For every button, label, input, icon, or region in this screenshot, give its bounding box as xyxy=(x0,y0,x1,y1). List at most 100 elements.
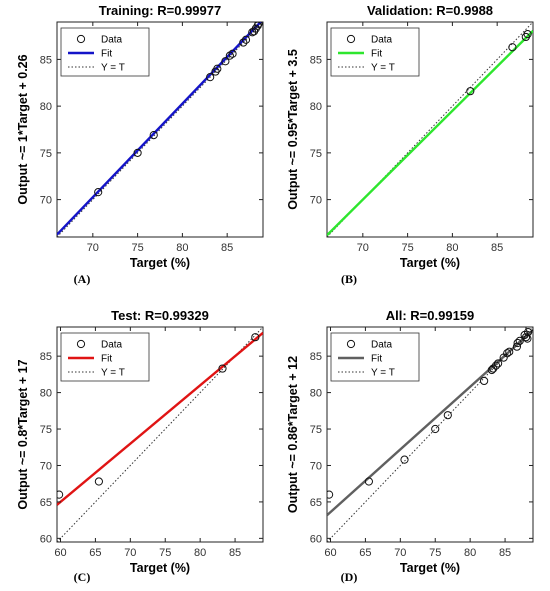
y-tick-label: 80 xyxy=(310,388,322,400)
x-tick-label: 65 xyxy=(359,547,371,559)
x-tick-label: 80 xyxy=(194,547,206,559)
panel-caption: (D) xyxy=(341,570,358,584)
data-point xyxy=(218,364,227,373)
x-tick-label: 75 xyxy=(159,547,171,559)
data-point xyxy=(513,338,522,348)
legend: Data Fit Y = T xyxy=(330,332,420,382)
data-point xyxy=(221,57,230,66)
data-point xyxy=(487,365,496,375)
data-point xyxy=(491,361,501,370)
legend-label: Data xyxy=(101,340,123,351)
y-tick-label: 80 xyxy=(40,388,52,400)
x-tick-label: 60 xyxy=(54,547,66,559)
fit-line xyxy=(327,30,533,236)
chart-title: All: R=0.99159 xyxy=(386,308,475,323)
data-point xyxy=(431,424,440,434)
fit-line xyxy=(57,331,263,506)
y-tick-label: 85 xyxy=(40,54,52,66)
x-tick-label: 85 xyxy=(229,547,241,559)
data-point xyxy=(241,35,251,44)
y-tick-label: 60 xyxy=(310,533,322,545)
data-point xyxy=(254,22,263,28)
chart-title: Validation: R=0.9988 xyxy=(367,3,493,18)
fit-line xyxy=(57,22,263,236)
x-tick-label: 85 xyxy=(491,242,503,254)
data-point xyxy=(523,334,532,343)
x-tick-label: 85 xyxy=(499,547,511,559)
x-tick-label: 75 xyxy=(401,242,413,254)
y-axis-label: Output ~= 0.8*Target + 17 xyxy=(16,359,30,509)
legend-label: Fit xyxy=(371,354,382,365)
panel-caption: (A) xyxy=(74,272,91,286)
y-tick-label: 65 xyxy=(310,497,322,509)
x-tick-label: 70 xyxy=(357,242,369,254)
data-point xyxy=(466,87,475,96)
data-point xyxy=(524,328,533,337)
data-point xyxy=(206,73,215,82)
data-point xyxy=(400,455,409,464)
y-tick-label: 85 xyxy=(310,351,322,363)
data-point xyxy=(523,30,532,39)
data-point xyxy=(327,490,334,499)
x-tick-label: 80 xyxy=(446,242,458,254)
x-axis-label: Target (%) xyxy=(400,256,460,270)
data-point xyxy=(149,131,158,140)
y-tick-label: 70 xyxy=(40,195,52,207)
legend-label: Fit xyxy=(101,354,112,365)
legend-label: Y = T xyxy=(101,368,125,379)
legend-label: Data xyxy=(371,35,393,46)
y-tick-label: 70 xyxy=(40,460,52,472)
x-tick-label: 80 xyxy=(464,547,476,559)
legend-label: Data xyxy=(101,35,123,46)
data-point xyxy=(480,376,489,386)
x-tick-label: 75 xyxy=(131,242,143,254)
x-tick-label: 70 xyxy=(87,242,99,254)
data-point xyxy=(525,327,533,333)
data-point xyxy=(515,336,524,345)
x-axis-label: Target (%) xyxy=(400,561,460,575)
data-point xyxy=(133,148,142,157)
y-tick-label: 70 xyxy=(310,460,322,472)
chart-D: 60 65 70 75 80 85 60 65 70 75 80 85 All: R=0.99159 Ta… xyxy=(286,308,534,584)
y-tick-label: 75 xyxy=(310,148,322,160)
legend-label: Data xyxy=(371,340,393,351)
chart-B: 70 75 80 85 70 75 80 85 Validation: R=0.9988 Targ… xyxy=(286,3,534,286)
legend-marker-data xyxy=(346,34,356,44)
data-point xyxy=(364,477,373,486)
legend-label: Y = T xyxy=(101,63,125,74)
x-tick-label: 85 xyxy=(221,242,233,254)
y-tick-label: 85 xyxy=(310,54,322,66)
data-point xyxy=(503,349,512,358)
y-tick-label: 80 xyxy=(310,101,322,113)
plot-area xyxy=(57,22,263,237)
x-tick-label: 75 xyxy=(429,547,441,559)
data-point xyxy=(521,333,531,342)
legend-marker-data xyxy=(76,34,86,44)
y-axis-label: Output ~= 1*Target + 0.26 xyxy=(16,54,30,204)
y-tick-label: 75 xyxy=(40,424,52,436)
y-tick-label: 60 xyxy=(40,533,52,545)
data-point xyxy=(505,347,514,356)
data-point xyxy=(57,490,64,499)
data-point xyxy=(213,64,222,73)
legend: Data Fit Y = T xyxy=(60,332,150,382)
data-point xyxy=(508,43,517,52)
panel-caption: (C) xyxy=(74,570,91,584)
legend: Data Fit Y = T xyxy=(60,27,150,77)
plot-area xyxy=(327,22,533,237)
legend-label: Y = T xyxy=(371,63,395,74)
x-axis-label: Target (%) xyxy=(130,561,190,575)
x-tick-label: 70 xyxy=(124,547,136,559)
plot-area xyxy=(57,327,263,542)
y-axis-label: Output ~= 0.86*Target + 12 xyxy=(286,356,300,513)
chart-title: Test: R=0.99329 xyxy=(111,308,209,323)
fit-line xyxy=(327,329,533,517)
y-tick-label: 75 xyxy=(40,148,52,160)
x-tick-label: 70 xyxy=(394,547,406,559)
x-tick-label: 60 xyxy=(324,547,336,559)
y-tick-label: 75 xyxy=(310,424,322,436)
legend-marker-data xyxy=(346,339,356,349)
data-point xyxy=(489,364,498,373)
panel-caption: (B) xyxy=(341,272,357,286)
